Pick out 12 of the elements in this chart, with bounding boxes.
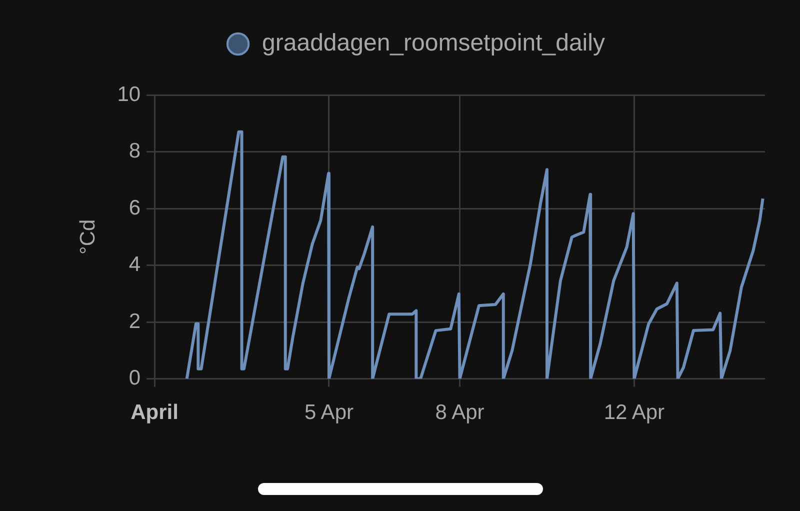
y-tick-label: 6: [128, 196, 141, 220]
y-tick-label: 4: [128, 253, 141, 276]
y-tick-label: 0: [128, 366, 141, 390]
legend-label: graaddagen_roomsetpoint_daily: [262, 30, 605, 57]
x-tick-label: 8 Apr: [435, 401, 484, 424]
y-tick-label: 2: [128, 310, 141, 333]
x-tick-label: 5 Apr: [304, 401, 354, 424]
y-axis-title: °Cd: [76, 219, 100, 255]
y-tick-label: 8: [128, 140, 141, 163]
x-tick-label: April: [130, 401, 178, 424]
y-tick-label: 10: [117, 82, 141, 106]
x-tick-label: 12 Apr: [604, 401, 665, 424]
